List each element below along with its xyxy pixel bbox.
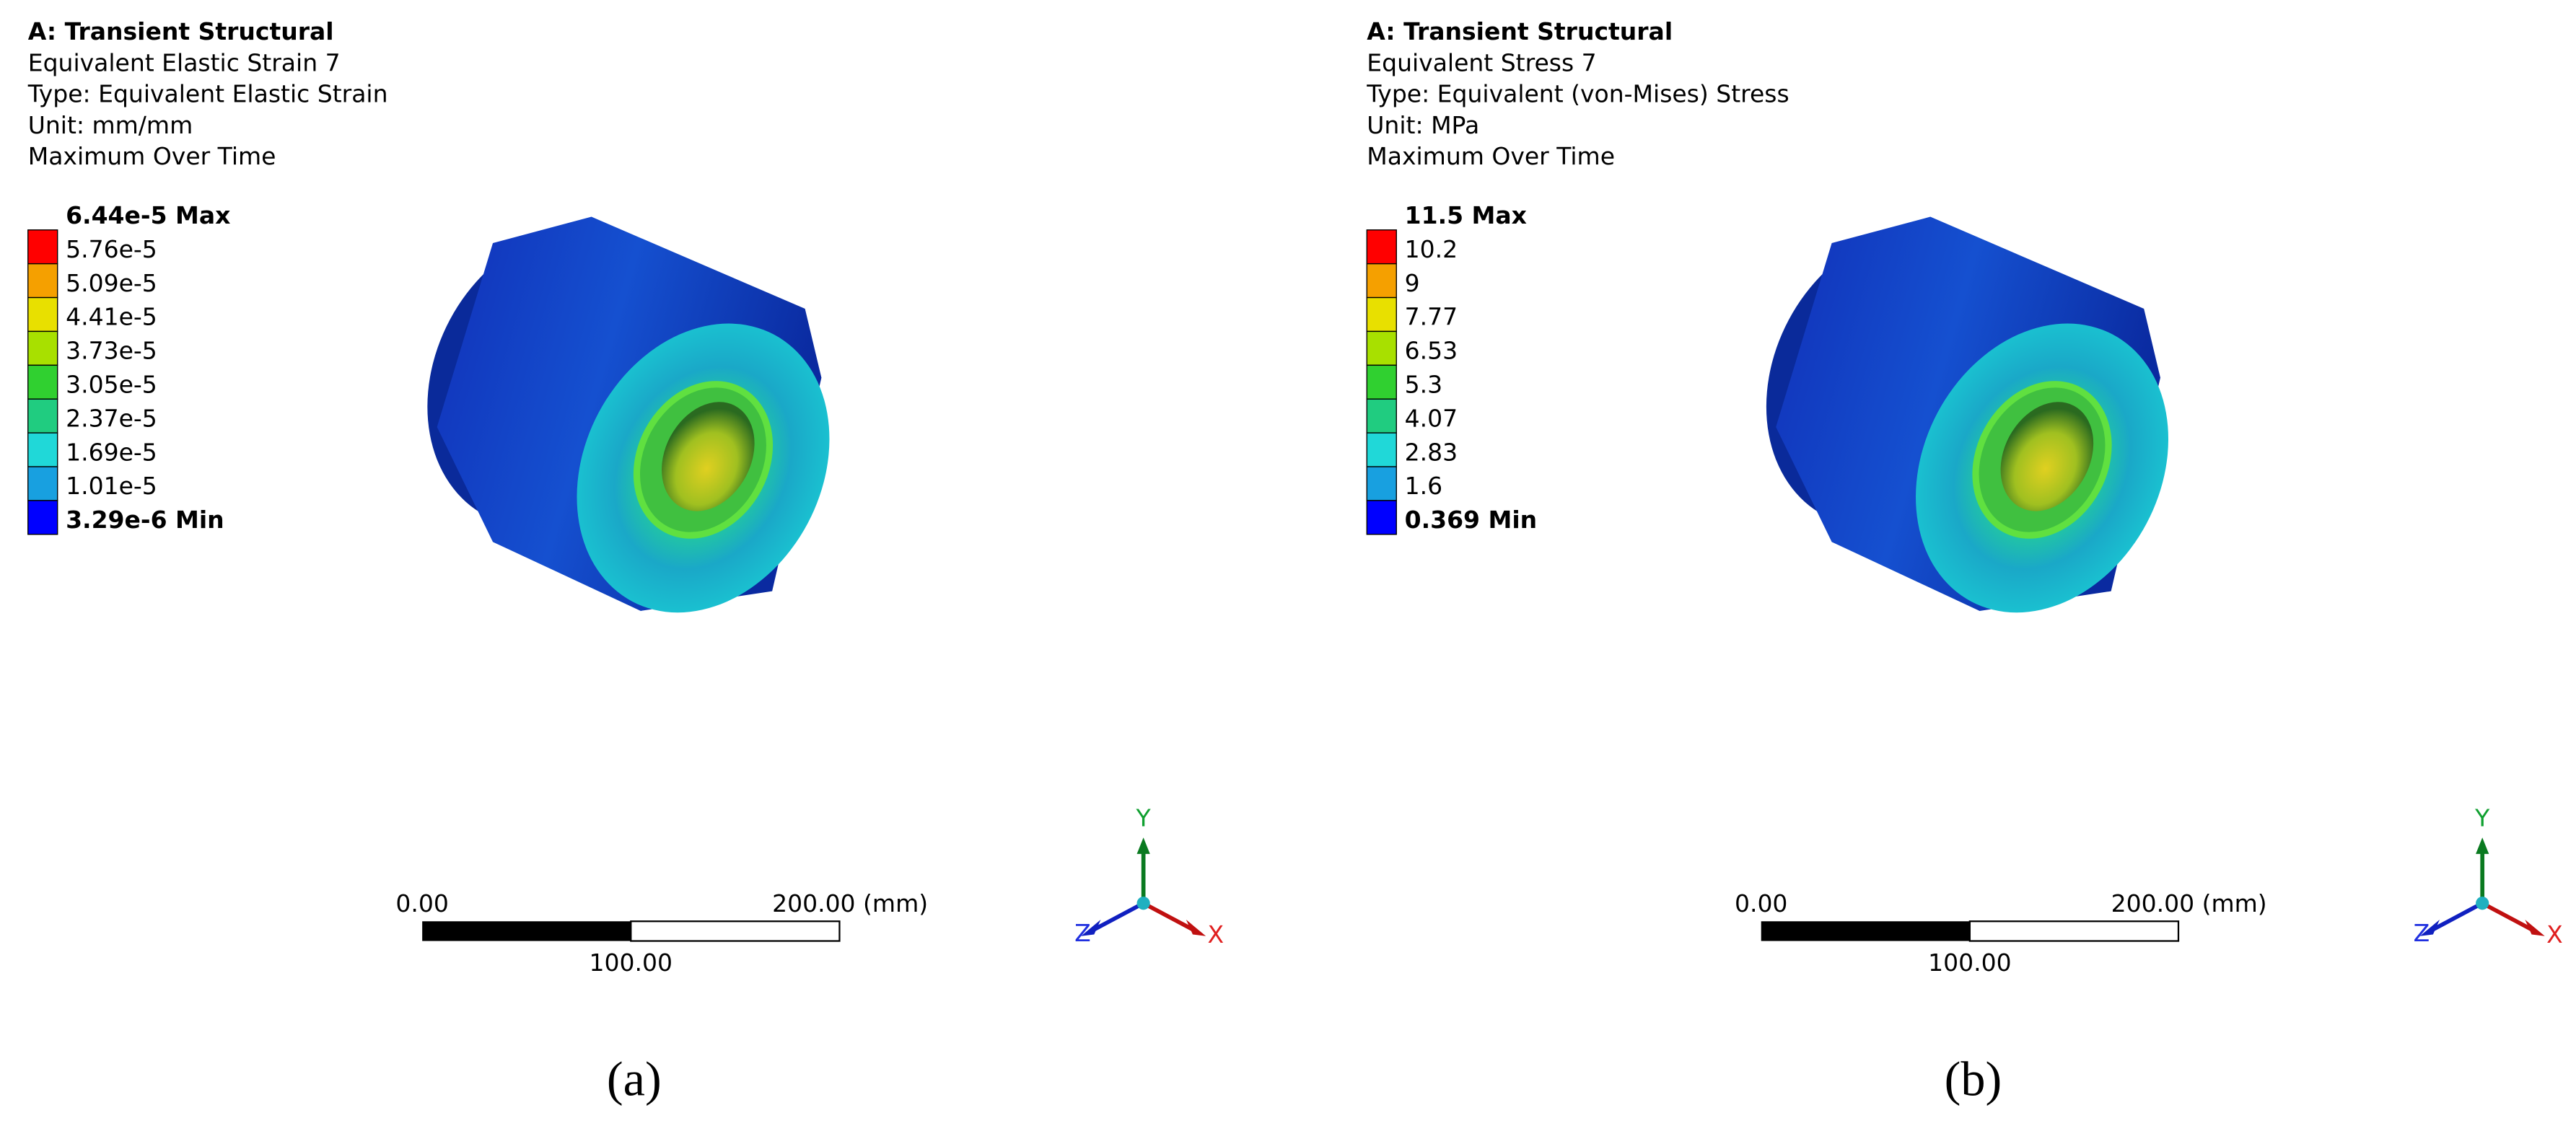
- result-info: Equivalent Stress 7: [1367, 48, 1596, 76]
- triad-y: Y: [2474, 804, 2490, 832]
- legend-band: [1366, 432, 1397, 467]
- legend-band: [27, 432, 58, 467]
- legend-band: [27, 330, 58, 366]
- legend-band: [1366, 296, 1397, 333]
- triad-z: Z: [1074, 919, 1091, 947]
- model-hole: [662, 402, 755, 511]
- legend-label: 1.01e-5: [66, 472, 157, 500]
- model-hole: [2000, 402, 2094, 511]
- legend-label: 2.37e-5: [66, 404, 157, 432]
- scale-start: 0.00: [395, 889, 448, 917]
- model: [427, 216, 830, 613]
- result-title: A: Transient Structural: [28, 17, 334, 45]
- legend-band: [27, 466, 58, 501]
- result-info: Maximum Over Time: [28, 142, 276, 170]
- legend-band: [1366, 398, 1397, 434]
- scale-end: 200.00 (mm): [772, 889, 928, 917]
- triad-y: Y: [1136, 804, 1152, 832]
- legend-label: 4.07: [1405, 404, 1458, 432]
- scale-black: [1761, 921, 1970, 941]
- arrow-y: [1136, 837, 1150, 854]
- caption: (b): [1945, 1051, 2002, 1106]
- scale-white: [630, 920, 841, 942]
- scale-white: [1968, 920, 2180, 942]
- caption: (a): [607, 1051, 662, 1106]
- legend-label: 3.05e-5: [66, 371, 157, 399]
- legend-label: 11.5 Max: [1405, 201, 1527, 229]
- legend-band: [1366, 364, 1397, 400]
- model: [1766, 216, 2169, 613]
- result-info: Type: Equivalent (von-Mises) Stress: [1366, 80, 1789, 108]
- arrow-y: [2476, 837, 2489, 854]
- legend-band: [27, 229, 58, 265]
- legend-band: [27, 296, 58, 333]
- arrow-x: [2525, 919, 2545, 936]
- legend-band: [1366, 330, 1397, 366]
- axis-x: [2481, 901, 2533, 932]
- legend-label: 0.369 Min: [1405, 506, 1538, 534]
- triad-origin: [1136, 897, 1150, 910]
- scale-end: 200.00 (mm): [2111, 889, 2267, 917]
- legend-band: [27, 500, 58, 535]
- legend-band: [27, 263, 58, 299]
- triad-x: X: [2546, 920, 2563, 949]
- legend-label: 5.3: [1405, 371, 1442, 399]
- scale-start: 0.00: [1735, 889, 1787, 917]
- legend-label: 6.44e-5 Max: [66, 201, 230, 229]
- legend-band: [1366, 263, 1397, 299]
- legend-label: 3.73e-5: [66, 337, 157, 365]
- legend-band: [27, 364, 58, 400]
- panel: A: Transient Structural Equivalent Elasti…: [27, 17, 1224, 1106]
- result-info: Maximum Over Time: [1367, 142, 1615, 170]
- axis-x: [1142, 901, 1194, 932]
- legend-label: 2.83: [1405, 438, 1458, 466]
- result-title: A: Transient Structural: [1367, 17, 1673, 45]
- result-info: Unit: MPa: [1367, 111, 1479, 139]
- triad-x: X: [1208, 920, 1225, 949]
- triad-z: Z: [2414, 919, 2430, 947]
- result-info: Unit: mm/mm: [28, 111, 193, 139]
- legend-label: 5.09e-5: [66, 269, 157, 297]
- scale-mid: 100.00: [590, 949, 673, 977]
- result-info: Equivalent Elastic Strain 7: [28, 48, 341, 76]
- legend-band: [1366, 466, 1397, 501]
- result-info: Type: Equivalent Elastic Strain: [27, 80, 388, 108]
- legend-label: 10.2: [1405, 235, 1458, 263]
- legend-label: 4.41e-5: [66, 303, 157, 331]
- legend-band: [1366, 229, 1397, 265]
- legend-label: 9: [1405, 269, 1420, 297]
- legend-band: [27, 398, 58, 434]
- legend-label: 1.6: [1405, 472, 1442, 500]
- legend-band: [1366, 500, 1397, 535]
- arrow-z: [2419, 919, 2440, 936]
- axis-z: [2432, 901, 2484, 932]
- legend-label: 6.53: [1405, 337, 1458, 365]
- scale-black: [422, 921, 631, 941]
- panel: A: Transient Structural Equivalent Stress…: [1366, 17, 2562, 1106]
- legend-label: 3.29e-6 Min: [66, 506, 224, 534]
- legend-label: 5.76e-5: [66, 235, 157, 263]
- axis-z: [1093, 901, 1144, 932]
- legend-label: 7.77: [1405, 303, 1458, 331]
- triad-origin: [2476, 897, 2489, 910]
- scale-mid: 100.00: [1928, 949, 2011, 977]
- legend-label: 1.69e-5: [66, 438, 157, 466]
